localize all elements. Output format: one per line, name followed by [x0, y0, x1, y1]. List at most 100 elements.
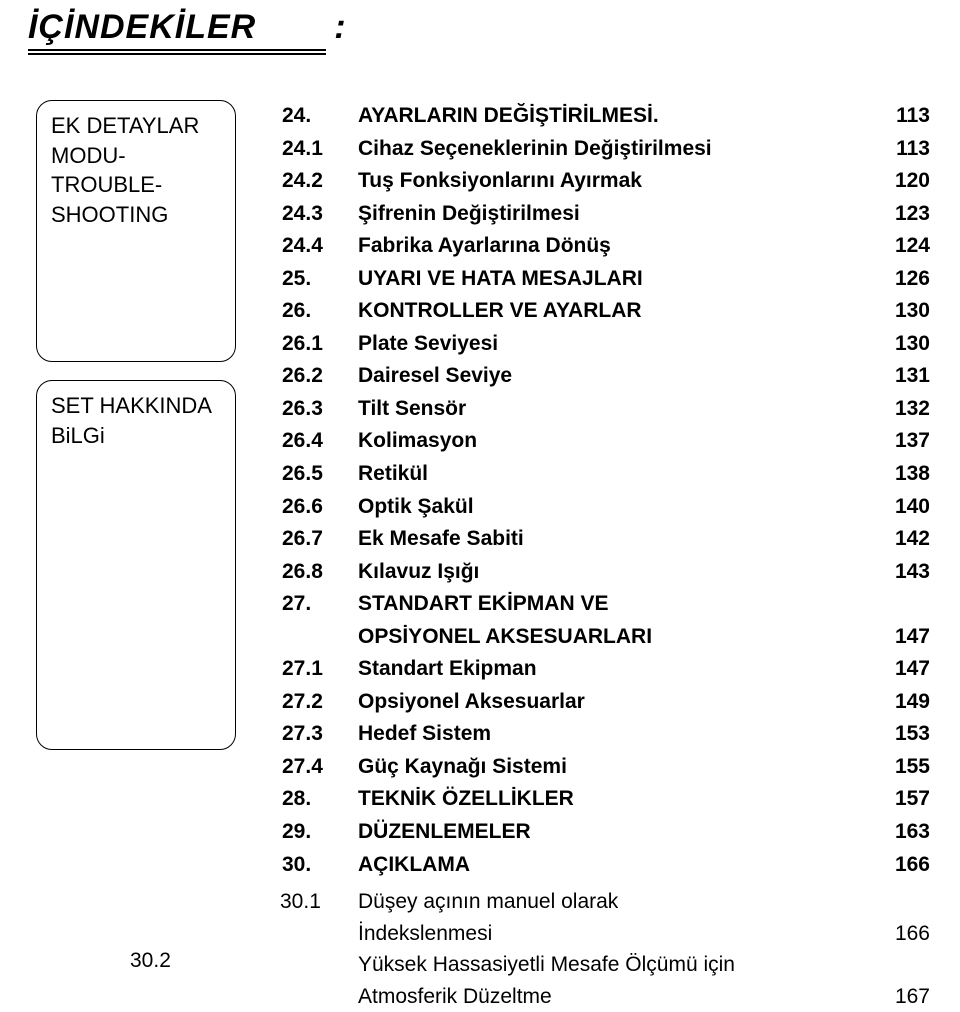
toc-row: 26.7Ek Mesafe Sabiti142: [280, 523, 930, 556]
footer-text: Yüksek Hassasiyetli Mesafe Ölçümü için: [358, 949, 876, 981]
footer-text: Düşey açının manuel olarak: [358, 886, 876, 918]
toc-page: 163: [876, 816, 930, 849]
toc-text: STANDART EKİPMAN VE: [358, 588, 876, 621]
toc-row: 27.2Opsiyonel Aksesuarlar149: [280, 686, 930, 719]
toc-num: 24.1: [280, 133, 358, 166]
toc-page: 120: [876, 165, 930, 198]
toc-page: 147: [876, 621, 930, 654]
toc-num: 26.3: [280, 393, 358, 426]
toc-text: DÜZENLEMELER: [358, 816, 876, 849]
sidebar-line: SET HAKKINDA: [51, 391, 221, 421]
toc-text: Kolimasyon: [358, 425, 876, 458]
toc-row: 27.3Hedef Sistem153: [280, 718, 930, 751]
toc-row: 26.2Dairesel Seviye131: [280, 360, 930, 393]
toc-text: AÇIKLAMA: [358, 849, 876, 882]
toc-num: 29.: [280, 816, 358, 849]
toc-page: 142: [876, 523, 930, 556]
toc-row: 24.4Fabrika Ayarlarına Dönüş124: [280, 230, 930, 263]
toc-row: 24.1Cihaz Seçeneklerinin Değiştirilmesi1…: [280, 133, 930, 166]
toc-page: 166: [876, 849, 930, 882]
toc-page: 137: [876, 425, 930, 458]
toc-page: 130: [876, 328, 930, 361]
toc-page: 155: [876, 751, 930, 784]
toc-text: Tilt Sensör: [358, 393, 876, 426]
toc-text: Cihaz Seçeneklerinin Değiştirilmesi: [358, 133, 876, 166]
footer-row: Yüksek Hassasiyetli Mesafe Ölçümü için: [280, 949, 930, 981]
page-title: İÇİNDEKİLER:: [28, 8, 347, 55]
footer-302-num: 30.2: [130, 949, 171, 973]
footer-block: 30.1 Düşey açının manuel olarak İndeksle…: [280, 886, 930, 949]
toc-text: Ek Mesafe Sabiti: [358, 523, 876, 556]
toc-row: 26.1Plate Seviyesi130: [280, 328, 930, 361]
toc-text: AYARLARIN DEĞİŞTİRİLMESİ.: [358, 100, 876, 133]
toc-page: 124: [876, 230, 930, 263]
footer-num: [280, 981, 358, 1012]
toc-num: 24.2: [280, 165, 358, 198]
footer-page: [876, 886, 930, 918]
toc-num: 24.4: [280, 230, 358, 263]
footer-row: Atmosferik Düzeltme 167: [280, 981, 930, 1012]
toc-text: Fabrika Ayarlarına Dönüş: [358, 230, 876, 263]
toc-row: 27.1Standart Ekipman147: [280, 653, 930, 686]
toc-text: KONTROLLER VE AYARLAR: [358, 295, 876, 328]
footer-text: Atmosferik Düzeltme: [358, 981, 876, 1012]
toc-row: 25.UYARI VE HATA MESAJLARI126: [280, 263, 930, 296]
toc-page: 153: [876, 718, 930, 751]
footer-text: İndekslenmesi: [358, 918, 876, 950]
toc-num: 27.: [280, 588, 358, 621]
toc-text: Kılavuz Işığı: [358, 556, 876, 589]
toc-page: 147: [876, 653, 930, 686]
toc-page: 149: [876, 686, 930, 719]
toc-num: 26.7: [280, 523, 358, 556]
toc-text: TEKNİK ÖZELLİKLER: [358, 783, 876, 816]
toc-num: 26.6: [280, 491, 358, 524]
toc-num: 26.: [280, 295, 358, 328]
sidebar-line: SHOOTING: [51, 200, 221, 230]
toc-row: 29.DÜZENLEMELER163: [280, 816, 930, 849]
footer-page: [876, 949, 930, 981]
footer-num: 30.1: [280, 886, 358, 918]
title-colon: :: [334, 8, 346, 46]
toc-num: 27.4: [280, 751, 358, 784]
toc-text: Şifrenin Değiştirilmesi: [358, 198, 876, 231]
toc-row: 26.3Tilt Sensör132: [280, 393, 930, 426]
toc-page: 113: [876, 100, 930, 133]
toc-num: 26.8: [280, 556, 358, 589]
toc-num: 24.3: [280, 198, 358, 231]
sidebar-line: TROUBLE-: [51, 170, 221, 200]
toc-page: 143: [876, 556, 930, 589]
sidebar-box-set-hakkinda: SET HAKKINDA BiLGi: [36, 380, 236, 750]
toc-page: 123: [876, 198, 930, 231]
toc-text: Optik Şakül: [358, 491, 876, 524]
toc-row: 27.STANDART EKİPMAN VE: [280, 588, 930, 621]
toc-num: 27.1: [280, 653, 358, 686]
footer-row: İndekslenmesi 166: [280, 918, 930, 950]
toc-row: 26.5Retikül138: [280, 458, 930, 491]
toc-row: 24.AYARLARIN DEĞİŞTİRİLMESİ.113: [280, 100, 930, 133]
toc-page: 131: [876, 360, 930, 393]
toc-row: 28.TEKNİK ÖZELLİKLER157: [280, 783, 930, 816]
toc-row: OPSİYONEL AKSESUARLARI147: [280, 621, 930, 654]
toc-num: 27.2: [280, 686, 358, 719]
toc: 24.AYARLARIN DEĞİŞTİRİLMESİ.11324.1Cihaz…: [280, 100, 930, 881]
footer-num: [280, 949, 358, 981]
footer-num: [280, 918, 358, 950]
toc-text: OPSİYONEL AKSESUARLARI: [358, 621, 876, 654]
toc-row: 24.3Şifrenin Değiştirilmesi123: [280, 198, 930, 231]
title-text: İÇİNDEKİLER: [28, 8, 326, 55]
toc-page: 113: [876, 133, 930, 166]
toc-page: 130: [876, 295, 930, 328]
toc-num: 25.: [280, 263, 358, 296]
toc-text: Hedef Sistem: [358, 718, 876, 751]
toc-text: Plate Seviyesi: [358, 328, 876, 361]
toc-row: 26.6Optik Şakül140: [280, 491, 930, 524]
toc-text: Tuş Fonksiyonlarını Ayırmak: [358, 165, 876, 198]
toc-text: Opsiyonel Aksesuarlar: [358, 686, 876, 719]
toc-row: 27.4Güç Kaynağı Sistemi155: [280, 751, 930, 784]
toc-num: 26.5: [280, 458, 358, 491]
footer-page: 166: [876, 918, 930, 950]
toc-row: 24.2Tuş Fonksiyonlarını Ayırmak120: [280, 165, 930, 198]
footer-page: 167: [876, 981, 930, 1012]
sidebar: EK DETAYLAR MODU- TROUBLE- SHOOTING SET …: [36, 100, 236, 768]
toc-text: Retikül: [358, 458, 876, 491]
